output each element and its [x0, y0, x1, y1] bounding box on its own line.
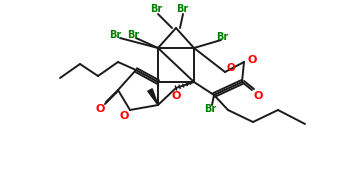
Text: Br: Br [216, 32, 228, 42]
Text: Br: Br [204, 104, 216, 114]
Text: O: O [253, 91, 263, 101]
Text: O: O [95, 104, 105, 114]
Polygon shape [148, 89, 158, 105]
Text: Br: Br [109, 30, 121, 40]
Text: Br: Br [176, 4, 188, 14]
Text: Br: Br [150, 4, 162, 14]
Text: O: O [119, 111, 129, 121]
Text: Br: Br [127, 30, 139, 40]
Text: O: O [247, 55, 257, 65]
Text: O: O [171, 91, 181, 101]
Text: O: O [227, 63, 235, 73]
